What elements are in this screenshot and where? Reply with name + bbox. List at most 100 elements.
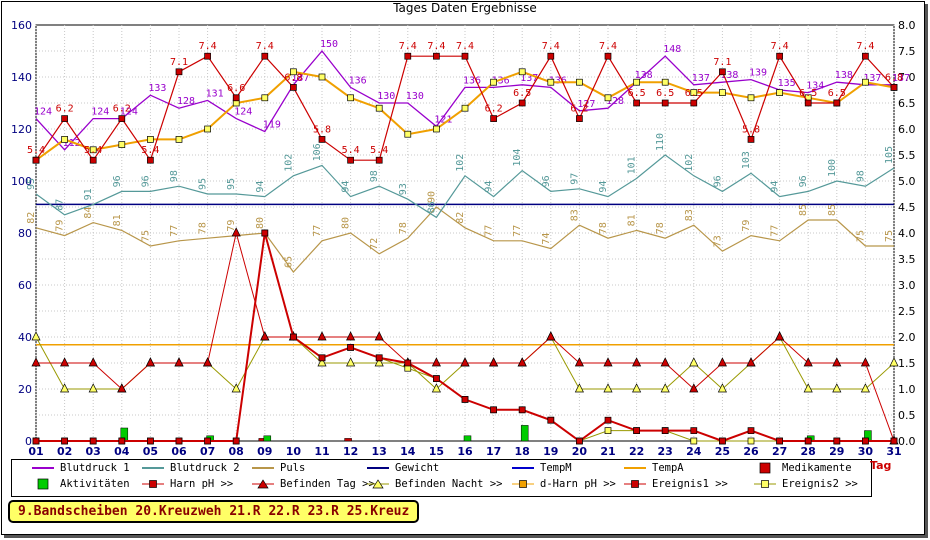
- point-marker: [632, 383, 642, 393]
- point-marker: [318, 136, 326, 143]
- legend-line-icon: [142, 467, 164, 469]
- x-tick-label: 07: [200, 445, 215, 458]
- data-label: 7.4: [256, 41, 274, 52]
- point-marker: [346, 331, 356, 341]
- point-marker: [290, 68, 297, 76]
- bar-aktivitäten: [520, 425, 529, 442]
- legend-triangle-icon: [252, 479, 274, 489]
- y-tick-right: 8.0: [898, 19, 916, 32]
- data-label: 137: [892, 73, 910, 84]
- point-marker: [746, 357, 756, 367]
- point-marker: [145, 357, 155, 367]
- data-label: 81: [112, 214, 123, 226]
- data-label: 96: [712, 175, 723, 187]
- data-label: 6.5: [628, 88, 646, 99]
- legend-label: TempM: [540, 462, 572, 474]
- data-label: 87: [55, 199, 66, 211]
- point-marker: [890, 84, 898, 91]
- point-marker: [318, 354, 326, 362]
- legend-line-square-icon: [754, 480, 776, 488]
- x-tick-label: 16: [457, 445, 473, 458]
- point-marker: [318, 73, 326, 81]
- legend-item: Puls: [252, 462, 305, 474]
- data-label: 5.4: [84, 145, 102, 156]
- point-marker: [775, 331, 785, 341]
- y-tick-right: 5.5: [898, 149, 916, 162]
- legend-label: Aktivitäten: [60, 478, 130, 490]
- point-marker: [862, 437, 869, 445]
- legend-label: Blutdruck 1: [60, 462, 130, 474]
- point-marker: [89, 156, 97, 164]
- legend-line-square-icon: [624, 480, 646, 488]
- data-label: 136: [492, 75, 510, 86]
- point-marker: [431, 357, 441, 367]
- point-marker: [375, 104, 383, 112]
- point-marker: [117, 383, 127, 393]
- point-marker: [603, 383, 613, 393]
- point-marker: [118, 141, 126, 148]
- point-marker: [317, 331, 327, 341]
- point-marker: [261, 229, 269, 237]
- point-marker: [231, 227, 241, 237]
- y-tick-right: 1.0: [898, 383, 916, 396]
- point-marker: [204, 125, 211, 133]
- y-tick-right: 4.5: [898, 201, 916, 214]
- point-marker: [375, 156, 383, 164]
- legend-item: Medikamente: [754, 462, 852, 474]
- y-tick-left: 160: [11, 19, 32, 32]
- point-marker: [347, 94, 354, 102]
- data-label: 95: [226, 178, 237, 190]
- y-tick-right: 2.0: [898, 331, 916, 344]
- data-label: 6.8: [284, 72, 302, 83]
- data-label: 106: [312, 143, 323, 161]
- point-marker: [576, 437, 583, 445]
- bar-aktivitäten: [463, 435, 472, 442]
- point-marker: [32, 437, 40, 445]
- point-marker: [547, 52, 555, 60]
- data-label: 96: [140, 175, 151, 187]
- data-label: 79: [741, 220, 752, 232]
- point-marker: [719, 437, 726, 445]
- data-label: 6.2: [485, 104, 503, 115]
- legend-label: Gewicht: [395, 462, 440, 474]
- legend-item: TempM: [512, 462, 572, 474]
- x-tick-label: 04: [114, 445, 130, 458]
- point-marker: [32, 156, 40, 164]
- y-tick-left: 40: [18, 331, 32, 344]
- point-marker: [860, 357, 870, 367]
- point-marker: [374, 331, 384, 341]
- data-label: 100: [827, 159, 838, 177]
- point-marker: [31, 357, 41, 367]
- data-label: 78: [398, 222, 409, 234]
- point-marker: [862, 78, 869, 86]
- x-tick-label: 12: [343, 445, 358, 458]
- x-tick-label: 13: [372, 445, 387, 458]
- data-label: 134: [806, 81, 824, 92]
- y-tick-right: 7.5: [898, 45, 916, 58]
- data-label: 72: [369, 238, 380, 250]
- x-tick-label: 15: [429, 445, 444, 458]
- legend-line-icon: [512, 467, 534, 469]
- point-marker: [832, 383, 842, 393]
- data-label: 80: [255, 217, 266, 229]
- legend-label: Medikamente: [782, 462, 852, 474]
- legend-label: Ereignis2 >>: [782, 478, 858, 490]
- point-marker: [518, 99, 526, 107]
- point-marker: [719, 68, 726, 76]
- data-label: 7.1: [170, 57, 188, 68]
- data-label: 95: [198, 178, 209, 190]
- data-label: 98: [169, 170, 180, 182]
- point-marker: [404, 130, 412, 138]
- chart-title: Tages Daten Ergebnisse: [393, 1, 537, 15]
- point-marker: [661, 99, 669, 107]
- data-label: 96: [798, 175, 809, 187]
- data-label: 7.4: [771, 41, 789, 52]
- y-tick-right: 3.0: [898, 279, 916, 292]
- data-label: 94: [770, 181, 781, 193]
- legend-line-square-icon: [512, 480, 534, 488]
- point-marker: [804, 437, 812, 445]
- x-tick-label: 11: [314, 445, 329, 458]
- legend-item: Aktivitäten: [32, 478, 130, 490]
- point-marker: [803, 383, 813, 393]
